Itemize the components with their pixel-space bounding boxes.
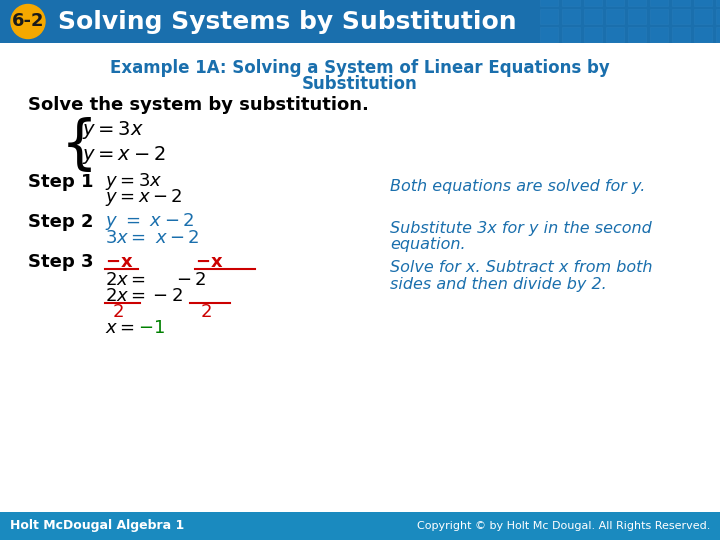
Text: Step 2: Step 2 xyxy=(28,213,94,231)
FancyBboxPatch shape xyxy=(650,27,668,42)
FancyBboxPatch shape xyxy=(716,27,720,42)
Text: $y = x - 2$: $y = x - 2$ xyxy=(105,187,183,208)
FancyBboxPatch shape xyxy=(584,9,602,24)
FancyBboxPatch shape xyxy=(0,512,720,540)
Text: $x = $: $x = $ xyxy=(105,319,135,337)
Text: sides and then divide by 2.: sides and then divide by 2. xyxy=(390,276,607,292)
FancyBboxPatch shape xyxy=(694,9,712,24)
FancyBboxPatch shape xyxy=(562,27,580,42)
Text: Holt McDougal Algebra 1: Holt McDougal Algebra 1 xyxy=(10,519,184,532)
FancyBboxPatch shape xyxy=(584,27,602,42)
FancyBboxPatch shape xyxy=(540,27,558,42)
FancyBboxPatch shape xyxy=(540,0,558,6)
Text: Substitute 3x for y in the second: Substitute 3x for y in the second xyxy=(390,220,652,235)
Text: $y = x - 2$: $y = x - 2$ xyxy=(82,144,166,166)
Text: $y = 3x$: $y = 3x$ xyxy=(82,119,144,141)
FancyBboxPatch shape xyxy=(584,0,602,6)
Text: equation.: equation. xyxy=(390,237,466,252)
FancyBboxPatch shape xyxy=(716,9,720,24)
FancyBboxPatch shape xyxy=(672,27,690,42)
FancyBboxPatch shape xyxy=(694,0,712,6)
FancyBboxPatch shape xyxy=(628,9,646,24)
Text: $\mathbf{-x}$: $\mathbf{-x}$ xyxy=(195,253,223,271)
Text: Substitution: Substitution xyxy=(302,75,418,93)
FancyBboxPatch shape xyxy=(0,0,720,43)
Text: Solve for x. Subtract x from both: Solve for x. Subtract x from both xyxy=(390,260,652,275)
Text: 6-2: 6-2 xyxy=(12,12,44,30)
FancyBboxPatch shape xyxy=(628,0,646,6)
Text: $2x =\ \ \ \ -2$: $2x =\ \ \ \ -2$ xyxy=(105,271,207,289)
Text: $\mathbf{-x}$: $\mathbf{-x}$ xyxy=(105,253,133,271)
FancyBboxPatch shape xyxy=(716,0,720,6)
FancyBboxPatch shape xyxy=(694,27,712,42)
Text: Step 3: Step 3 xyxy=(28,253,94,271)
FancyBboxPatch shape xyxy=(606,9,624,24)
Text: $y\ =\ x - 2$: $y\ =\ x - 2$ xyxy=(105,212,194,233)
Text: $2x = -2$: $2x = -2$ xyxy=(105,287,183,305)
Text: $3x = \ x - 2$: $3x = \ x - 2$ xyxy=(105,229,199,247)
FancyBboxPatch shape xyxy=(672,9,690,24)
Text: $\{$: $\{$ xyxy=(60,116,92,174)
Text: Copyright © by Holt Mc Dougal. All Rights Reserved.: Copyright © by Holt Mc Dougal. All Right… xyxy=(417,521,710,531)
Text: $2$: $2$ xyxy=(200,303,212,321)
Text: $-1$: $-1$ xyxy=(138,319,165,337)
FancyBboxPatch shape xyxy=(562,9,580,24)
Circle shape xyxy=(11,4,45,38)
FancyBboxPatch shape xyxy=(606,0,624,6)
FancyBboxPatch shape xyxy=(540,9,558,24)
FancyBboxPatch shape xyxy=(650,0,668,6)
FancyBboxPatch shape xyxy=(606,27,624,42)
FancyBboxPatch shape xyxy=(672,0,690,6)
Text: Both equations are solved for y.: Both equations are solved for y. xyxy=(390,179,645,193)
Text: Example 1A: Solving a System of Linear Equations by: Example 1A: Solving a System of Linear E… xyxy=(110,59,610,77)
FancyBboxPatch shape xyxy=(562,0,580,6)
Text: $2$: $2$ xyxy=(112,303,124,321)
Text: Solve the system by substitution.: Solve the system by substitution. xyxy=(28,96,369,114)
FancyBboxPatch shape xyxy=(650,9,668,24)
Text: $y = 3x$: $y = 3x$ xyxy=(105,172,163,192)
FancyBboxPatch shape xyxy=(628,27,646,42)
Text: Step 1: Step 1 xyxy=(28,173,94,191)
Text: Solving Systems by Substitution: Solving Systems by Substitution xyxy=(58,10,517,33)
